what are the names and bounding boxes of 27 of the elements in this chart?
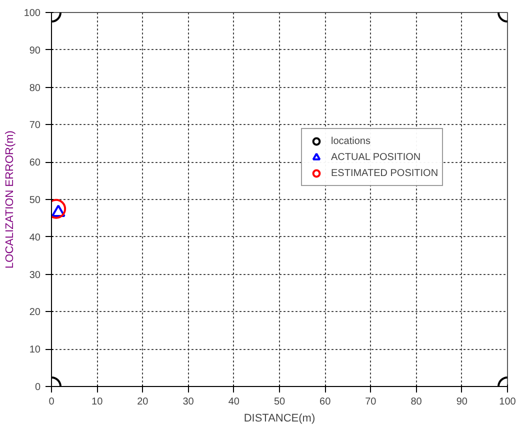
y-tick-label: 20	[29, 307, 41, 318]
x-tick-label: 80	[410, 396, 422, 408]
y-tick-label: 30	[29, 270, 41, 281]
legend-label: locations	[331, 134, 370, 148]
y-tick-label: 40	[29, 232, 41, 244]
y-tick-label: 0	[34, 382, 41, 393]
legend-label: ESTIMATED POSITION	[331, 166, 438, 180]
x-tick-label: 10	[92, 396, 104, 408]
y-tick-label: 90	[29, 45, 41, 56]
x-tick-label: 20	[137, 396, 149, 408]
y-tick-label: 70	[29, 120, 41, 132]
y-tick-label: 100	[24, 8, 41, 19]
x-tick-label: 40	[228, 396, 240, 408]
x-tick-label: 60	[320, 396, 332, 408]
y-tick-label: 50	[29, 195, 41, 206]
x-tick-label: 50	[274, 396, 286, 408]
y-tick-label: 10	[29, 344, 41, 356]
x-tick-label: 30	[182, 396, 194, 408]
x-tick-label: 70	[365, 396, 377, 408]
x-axis-title: DISTANCE(m)	[244, 412, 316, 424]
x-tick-label: 100	[499, 396, 516, 408]
x-tick-label: 0	[48, 396, 55, 408]
y-tick-label: 60	[29, 158, 41, 169]
x-tick-label: 90	[456, 396, 468, 408]
y-tick-label: 80	[29, 82, 41, 94]
legend-label: ACTUAL POSITION	[331, 150, 421, 164]
y-axis-title: LOCALIZATION ERROR(m)	[4, 130, 16, 268]
